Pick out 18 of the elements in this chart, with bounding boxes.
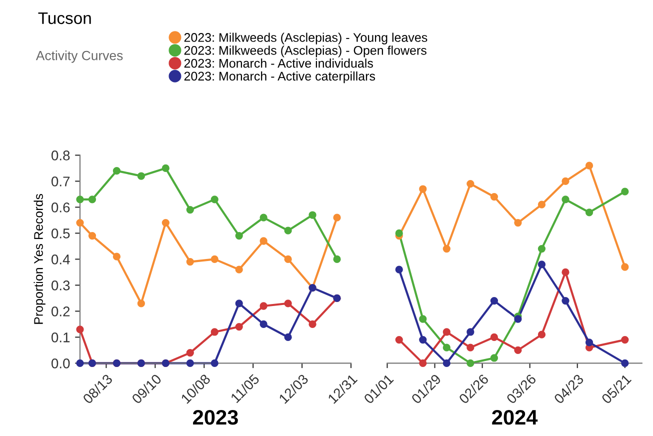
y-tick-label: 0.5 [52, 228, 70, 238]
y-tick-label: 0.1 [52, 332, 70, 342]
x-axis-title: 2024 [492, 410, 538, 425]
legend-title: Activity Curves [36, 50, 123, 63]
y-tick-label: 0.6 [52, 202, 70, 212]
y-tick-label: 0.4 [52, 254, 70, 264]
legend-label: 2023: Milkweeds (Asclepias) - Open flowers [184, 46, 426, 58]
y-axis-title: Proportion Yes Records [34, 194, 46, 324]
y-tick-label: 0.2 [52, 306, 70, 316]
y-tick-label: 0.8 [52, 150, 70, 160]
legend-label: 2023: Monarch - Active individuals [184, 58, 373, 68]
legend-label: 2023: Milkweeds (Asclepias) - Young leaves [184, 32, 428, 44]
legend-label: 2023: Monarch - Active caterpillars [184, 71, 376, 84]
y-tick-label: 0.7 [52, 176, 70, 186]
y-tick-label: 0.0 [52, 358, 70, 368]
chart-title: Tucson [38, 12, 91, 24]
y-tick-label: 0.3 [52, 280, 70, 290]
x-axis-title: 2023 [193, 410, 238, 425]
